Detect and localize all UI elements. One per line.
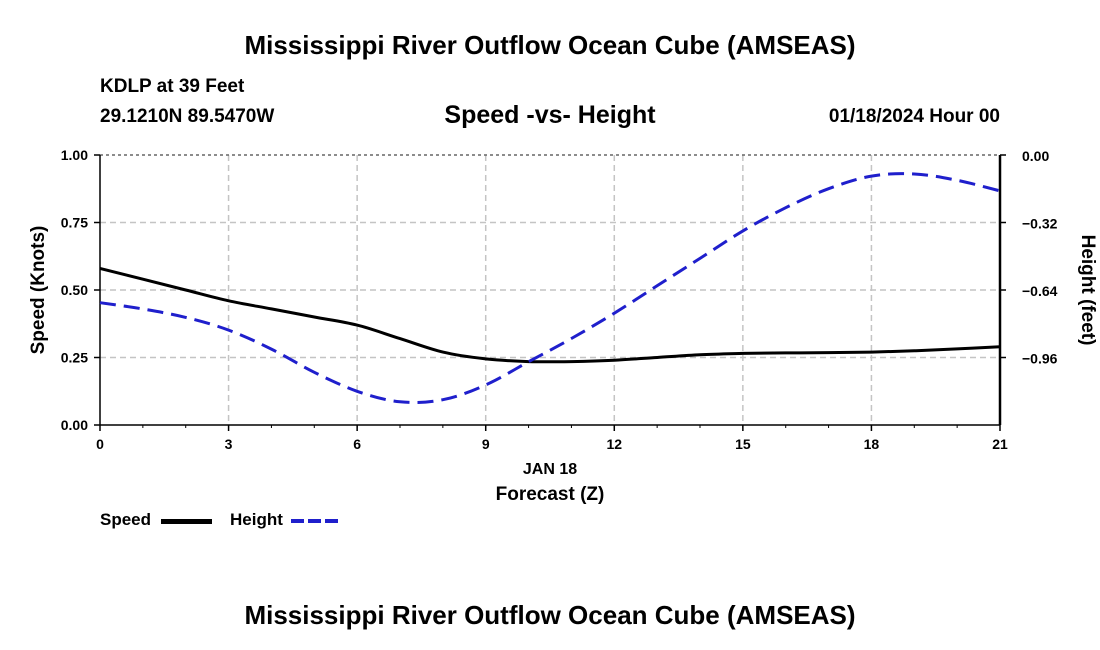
x-tick-label: 18 (864, 436, 880, 452)
x-tick-label: 15 (735, 436, 751, 452)
footer-title: Mississippi River Outflow Ocean Cube (AM… (244, 600, 856, 630)
legend-height-label: Height (230, 510, 283, 529)
station-name: KDLP at 39 Feet (100, 76, 245, 97)
x-axis-title: Forecast (Z) (496, 484, 605, 505)
y-right-axis-title: Height (feet) (1077, 235, 1098, 346)
grid-lines (100, 154, 1000, 425)
data-series (99, 172, 1001, 404)
y-left-tick-label: 1.00 (61, 147, 88, 163)
station-coords: 29.1210N 89.5470W (100, 106, 275, 127)
x-tick-label: 21 (992, 436, 1008, 452)
y-left-tick-label: 0.50 (61, 282, 88, 298)
x-tick-label: 3 (225, 436, 233, 452)
chart-subtitle: Speed -vs- Height (444, 101, 656, 129)
axis-labels: 0 3 6 9 12 15 18 21 0.00 0.25 0.50 0.75 1.00 0.00 −0.3… (28, 147, 1098, 505)
y-right-tick-label: −0.32 (1022, 216, 1058, 232)
series-height-line (99, 172, 1001, 404)
legend-height-swatch (291, 519, 342, 523)
legend-speed-label: Speed (100, 510, 152, 529)
x-tick-label: 6 (353, 436, 361, 452)
x-tick-label: 0 (96, 436, 104, 452)
legend-speed-swatch (161, 519, 212, 524)
axes (94, 154, 1006, 431)
y-right-tick-label: −0.96 (1022, 351, 1058, 367)
x-tick-label: 9 (482, 436, 490, 452)
y-left-tick-label: 0.00 (61, 417, 88, 433)
series-speed-line (99, 266, 1001, 364)
x-tick-label: 12 (606, 436, 622, 452)
chart-main-title: Mississippi River Outflow Ocean Cube (AM… (244, 30, 856, 60)
x-date-label: JAN 18 (523, 461, 577, 478)
forecast-datetime: 01/18/2024 Hour 00 (828, 106, 1000, 127)
y-left-tick-label: 0.25 (61, 350, 88, 366)
y-left-axis-title: Speed (Knots) (28, 226, 49, 355)
y-left-tick-label: 0.75 (61, 215, 88, 231)
y-right-tick-label: −0.64 (1022, 283, 1058, 299)
y-right-tick-label: 0.00 (1022, 148, 1049, 164)
